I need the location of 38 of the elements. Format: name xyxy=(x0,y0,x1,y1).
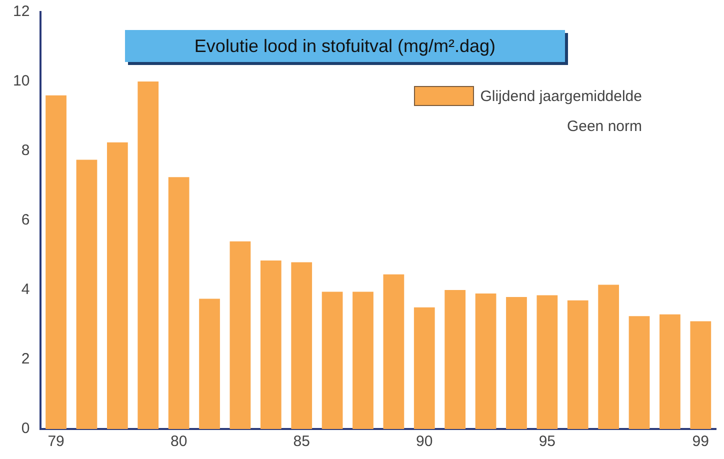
bar xyxy=(660,314,680,429)
bar xyxy=(106,142,128,429)
annotation: Geen norm xyxy=(566,118,642,135)
y-tick-label: 6 xyxy=(21,212,30,229)
bar xyxy=(598,284,619,429)
x-tick-label: 90 xyxy=(416,433,433,450)
y-tick-label: 8 xyxy=(21,142,30,160)
y-tick-label: 2 xyxy=(21,350,30,368)
bar xyxy=(383,274,404,429)
bar xyxy=(230,241,251,429)
x-tick-label: 85 xyxy=(293,433,310,450)
bar xyxy=(536,295,558,429)
title-banner: Evolutie lood in stofuitval (mg/m².dag) xyxy=(125,30,565,62)
bar xyxy=(260,260,282,429)
bar xyxy=(475,293,496,429)
y-tick-label: 10 xyxy=(12,72,30,90)
bar xyxy=(199,298,220,429)
x-tick-label: 80 xyxy=(170,433,188,450)
x-tick-label: 79 xyxy=(48,433,64,450)
bar xyxy=(76,160,98,429)
bar xyxy=(506,296,527,429)
legend-label: Glijdend jaargemiddelde xyxy=(480,88,642,104)
bar xyxy=(444,290,466,429)
y-tick-label: 0 xyxy=(21,420,30,438)
bar xyxy=(352,292,374,429)
bar xyxy=(690,321,712,429)
bar xyxy=(567,300,588,429)
y-tick-label: 12 xyxy=(12,3,30,20)
bar xyxy=(168,177,190,429)
bar xyxy=(291,262,312,429)
bar xyxy=(628,316,650,429)
y-tick-label: 4 xyxy=(21,281,30,298)
bar xyxy=(322,292,343,429)
bar xyxy=(138,82,159,429)
x-tick-label: 95 xyxy=(538,433,556,450)
bar xyxy=(46,95,66,429)
x-tick-label: 99 xyxy=(692,433,709,450)
bar xyxy=(414,307,435,429)
